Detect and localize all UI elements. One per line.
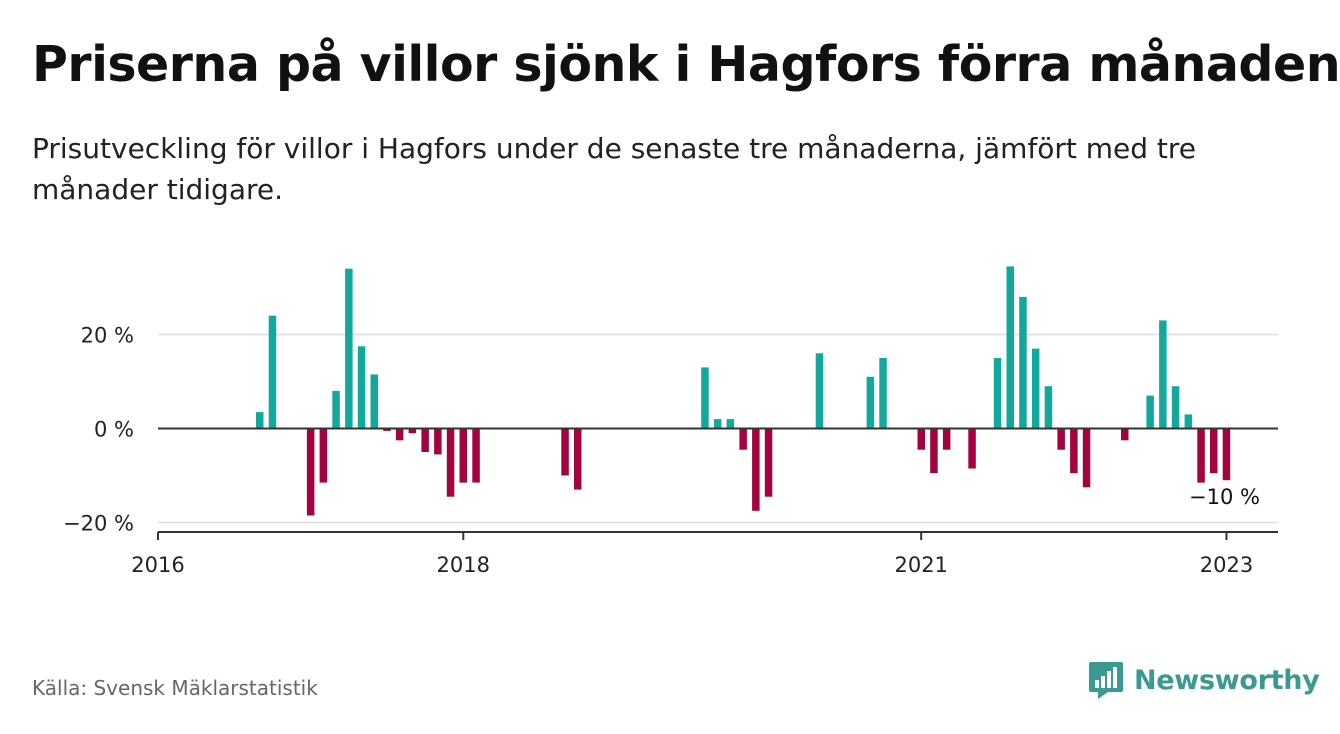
bar xyxy=(306,428,315,516)
bar xyxy=(739,428,747,450)
y-tick-label: −20 % xyxy=(63,512,134,536)
bar xyxy=(866,376,875,429)
newsworthy-logo-text: Newsworthy xyxy=(1134,664,1320,696)
x-tick-label: 2018 xyxy=(437,553,490,577)
x-tick-label: 2016 xyxy=(131,553,184,577)
newsworthy-logo: Newsworthy xyxy=(1088,660,1320,700)
source-note: Källa: Svensk Mäklarstatistik xyxy=(32,676,318,700)
bar xyxy=(574,428,582,490)
bar xyxy=(370,374,378,429)
bar xyxy=(561,428,569,476)
bar xyxy=(1222,428,1231,481)
bar xyxy=(917,428,925,450)
bar xyxy=(815,353,824,429)
last-value-label: −10 % xyxy=(1189,485,1260,509)
bar xyxy=(1019,296,1027,429)
bar xyxy=(1070,428,1078,474)
bar xyxy=(1057,428,1065,450)
x-tick-label: 2023 xyxy=(1200,553,1253,577)
newsworthy-logo-icon xyxy=(1089,662,1123,699)
bar xyxy=(383,428,391,431)
bar xyxy=(332,390,340,429)
bar xyxy=(1044,386,1053,429)
bar xyxy=(1171,386,1180,429)
y-tick-label: 20 % xyxy=(81,324,134,348)
bar xyxy=(713,419,722,429)
bar xyxy=(357,346,366,429)
y-tick-label: 0 % xyxy=(94,418,134,442)
chart-title: Priserna på villor sjönk i Hagfors förra… xyxy=(32,36,1340,93)
bar xyxy=(1121,428,1129,441)
bar xyxy=(1082,428,1091,488)
bar xyxy=(993,358,1002,429)
bar xyxy=(472,428,480,483)
bar xyxy=(1006,266,1014,429)
bar xyxy=(930,428,938,474)
bar xyxy=(1159,320,1167,429)
bar xyxy=(395,428,404,441)
bar xyxy=(701,367,709,429)
bar xyxy=(446,428,455,497)
bar xyxy=(345,268,353,429)
bar xyxy=(1146,395,1154,429)
bar xyxy=(1210,428,1218,474)
bar xyxy=(459,428,467,483)
chart-subtitle: Prisutveckling för villor i Hagfors unde… xyxy=(32,132,1197,206)
bar xyxy=(434,428,442,455)
bar xyxy=(1197,428,1205,483)
bar xyxy=(421,428,429,452)
bar xyxy=(942,428,951,450)
bar xyxy=(764,428,773,497)
bar xyxy=(408,428,417,434)
bar xyxy=(1184,414,1193,429)
x-tick-label: 2021 xyxy=(894,553,947,577)
bar xyxy=(968,428,976,469)
bar xyxy=(319,428,328,483)
bar xyxy=(256,412,264,429)
bar xyxy=(1031,348,1040,429)
bar xyxy=(268,315,277,429)
bar xyxy=(726,419,735,429)
bar xyxy=(752,428,760,511)
bar xyxy=(879,358,887,429)
